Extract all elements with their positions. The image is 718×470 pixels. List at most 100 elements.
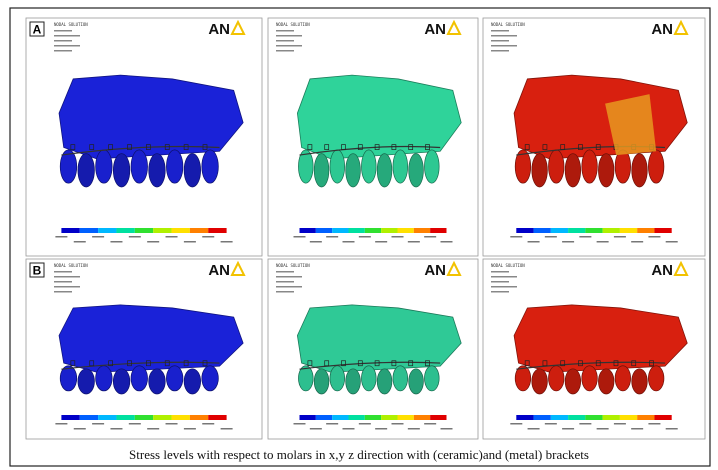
tooth — [131, 366, 148, 391]
tooth — [166, 150, 183, 183]
colorbar-tick-text — [74, 241, 86, 243]
tooth — [532, 154, 548, 187]
colorbar-tick-text — [375, 428, 387, 430]
colorbar-tick-text — [147, 428, 159, 430]
colorbar-tick-text — [184, 241, 196, 243]
tooth — [598, 369, 614, 394]
colorbar-cell — [654, 228, 671, 233]
colorbar-cell — [316, 228, 332, 233]
jaw — [514, 75, 687, 159]
tooth — [632, 369, 648, 394]
tooth — [377, 369, 392, 394]
tooth — [409, 154, 424, 187]
colorbar-cell — [135, 228, 153, 233]
colorbar-tick-text — [310, 428, 322, 430]
colorbar-cell — [398, 228, 414, 233]
colorbar-cell — [568, 415, 585, 420]
logo: AN — [651, 262, 673, 279]
colorbar-tick-text — [528, 428, 540, 430]
colorbar-tick-text — [310, 241, 322, 243]
colorbar-cell — [98, 228, 116, 233]
colorbar-tick-text — [147, 241, 159, 243]
panel-header: NODAL SOLUTION — [491, 22, 525, 27]
colorbar-cell — [637, 415, 654, 420]
colorbar-tick-text — [326, 236, 338, 238]
colorbar-cell — [98, 415, 116, 420]
colorbar-cell — [332, 228, 348, 233]
header-line — [491, 40, 509, 42]
colorbar-cell — [190, 415, 208, 420]
colorbar-tick-text — [648, 236, 660, 238]
colorbar-tick-text — [545, 236, 557, 238]
tooth — [582, 366, 598, 391]
header-line — [276, 281, 294, 283]
colorbar-tick-text — [92, 236, 104, 238]
tooth — [78, 154, 95, 187]
colorbar-cell — [332, 415, 348, 420]
colorbar-cell — [414, 228, 430, 233]
colorbar-cell — [61, 228, 79, 233]
colorbar-tick-text — [343, 241, 355, 243]
figure: Stress levels with respect to molars in … — [0, 0, 718, 470]
caption: Stress levels with respect to molars in … — [129, 447, 589, 462]
colorbar-cell — [365, 228, 381, 233]
tooth — [149, 369, 166, 394]
colorbar-cell — [603, 415, 620, 420]
header-line — [54, 271, 72, 273]
colorbar-tick-text — [221, 241, 233, 243]
row-label: A — [33, 23, 42, 37]
tooth — [314, 154, 329, 187]
colorbar-cell — [172, 415, 190, 420]
colorbar-cell — [516, 415, 533, 420]
header-line — [491, 30, 509, 32]
colorbar-cell — [116, 228, 134, 233]
colorbar-tick-text — [92, 423, 104, 425]
colorbar-tick-text — [408, 428, 420, 430]
tooth — [615, 366, 631, 391]
colorbar-tick-text — [110, 241, 122, 243]
tooth — [149, 154, 166, 187]
colorbar-tick-text — [74, 428, 86, 430]
panel-header: NODAL SOLUTION — [276, 22, 310, 27]
colorbar-tick-text — [597, 241, 609, 243]
colorbar-tick-text — [221, 428, 233, 430]
colorbar-cell — [116, 415, 134, 420]
header-line — [276, 40, 294, 42]
colorbar-cell — [300, 415, 316, 420]
colorbar-tick-text — [343, 428, 355, 430]
colorbar-cell — [551, 228, 568, 233]
tooth — [96, 366, 113, 391]
header-line — [276, 286, 302, 288]
header-line — [54, 35, 80, 37]
panel-header: NODAL SOLUTION — [276, 263, 310, 268]
colorbar-tick-text — [528, 241, 540, 243]
panel-header: NODAL SOLUTION — [54, 22, 88, 27]
colorbar-tick-text — [359, 236, 371, 238]
colorbar-cell — [300, 228, 316, 233]
tooth — [330, 150, 345, 183]
colorbar-cell — [365, 415, 381, 420]
tooth — [548, 150, 564, 183]
colorbar-cell — [430, 228, 446, 233]
colorbar-cell — [414, 415, 430, 420]
logo: AN — [208, 21, 230, 38]
logo: AN — [651, 21, 673, 38]
jaw — [514, 305, 687, 372]
header-line — [54, 40, 72, 42]
colorbar-tick-text — [202, 236, 214, 238]
colorbar-cell — [516, 228, 533, 233]
colorbar-cell — [568, 228, 585, 233]
colorbar-tick-text — [166, 236, 178, 238]
header-line — [54, 276, 80, 278]
header-line — [276, 276, 302, 278]
jaw — [59, 75, 243, 159]
row-label: B — [33, 264, 42, 278]
tooth — [424, 150, 439, 183]
tooth — [565, 369, 581, 394]
colorbar-cell — [153, 415, 171, 420]
logo: AN — [208, 262, 230, 279]
tooth — [314, 369, 329, 394]
colorbar-cell — [316, 415, 332, 420]
header-line — [54, 45, 80, 47]
tooth — [648, 366, 664, 391]
